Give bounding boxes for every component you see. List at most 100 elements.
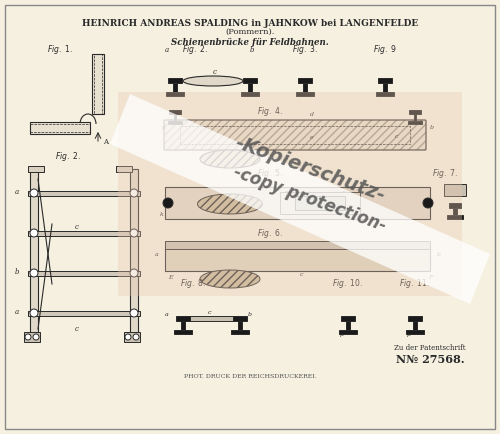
- Bar: [413, 322, 417, 330]
- Bar: [30, 169, 38, 334]
- Text: F: F: [428, 275, 432, 280]
- Circle shape: [423, 198, 433, 208]
- Bar: [408, 316, 422, 322]
- Text: N: N: [183, 330, 188, 335]
- Bar: [168, 121, 182, 124]
- Text: -Kopierschutz-: -Kopierschutz-: [232, 133, 388, 205]
- Text: c: c: [75, 223, 79, 231]
- Text: d: d: [310, 112, 314, 117]
- Text: b: b: [250, 46, 254, 54]
- Text: $\mathit{Fig.\ 4.}$: $\mathit{Fig.\ 4.}$: [257, 105, 283, 118]
- Text: p: p: [407, 332, 411, 337]
- Text: $\mathit{Fig.\ 1.}$: $\mathit{Fig.\ 1.}$: [47, 43, 73, 56]
- Bar: [174, 114, 176, 121]
- Bar: [383, 83, 387, 92]
- Circle shape: [30, 229, 38, 237]
- Text: Schienenbrücke für Feldbahnen.: Schienenbrücke für Feldbahnen.: [171, 38, 329, 47]
- Circle shape: [130, 189, 138, 197]
- Text: M: M: [240, 330, 246, 335]
- Circle shape: [125, 334, 131, 340]
- Text: $\mathit{Fig.\ 2.}$: $\mathit{Fig.\ 2.}$: [55, 150, 81, 163]
- Text: $\mathit{Fig.\ 7.}$: $\mathit{Fig.\ 7.}$: [432, 167, 458, 180]
- Text: $\mathit{Fig.\ 3.}$: $\mathit{Fig.\ 3.}$: [292, 43, 318, 56]
- Bar: [116, 166, 132, 172]
- Bar: [296, 92, 314, 96]
- Text: a: a: [15, 308, 19, 316]
- Text: $\mathit{Fig.\ 6.}$: $\mathit{Fig.\ 6.}$: [257, 227, 283, 240]
- Bar: [181, 322, 185, 330]
- Text: k: k: [160, 212, 164, 217]
- Bar: [448, 203, 462, 208]
- Text: a: a: [15, 188, 19, 196]
- Text: a: a: [165, 312, 169, 317]
- Text: b: b: [15, 268, 20, 276]
- Text: $\mathit{Fig.\ 10.}$: $\mathit{Fig.\ 10.}$: [332, 277, 364, 290]
- Text: p: p: [340, 332, 344, 337]
- Bar: [444, 184, 466, 196]
- Bar: [166, 92, 184, 96]
- Bar: [92, 54, 104, 114]
- Bar: [376, 92, 394, 96]
- Text: b: b: [437, 252, 441, 257]
- Bar: [170, 110, 180, 114]
- Text: b: b: [248, 312, 252, 317]
- Text: $\mathit{Fig.\ 8.}$: $\mathit{Fig.\ 8.}$: [180, 277, 206, 290]
- Bar: [130, 169, 138, 334]
- Text: c: c: [395, 134, 398, 139]
- Text: $\mathit{Fig.\ 2.}$: $\mathit{Fig.\ 2.}$: [182, 43, 208, 56]
- Circle shape: [25, 334, 31, 340]
- Circle shape: [30, 309, 38, 317]
- Text: a: a: [155, 252, 159, 257]
- Ellipse shape: [200, 270, 260, 288]
- Text: b: b: [430, 125, 434, 130]
- Bar: [346, 322, 350, 330]
- Text: c: c: [213, 68, 217, 76]
- Text: a: a: [162, 125, 166, 130]
- Circle shape: [30, 189, 38, 197]
- Text: $\mathit{Fig.\ 9}$: $\mathit{Fig.\ 9}$: [373, 43, 397, 56]
- Bar: [28, 166, 44, 172]
- Bar: [378, 78, 392, 83]
- Ellipse shape: [183, 76, 243, 86]
- Bar: [165, 187, 430, 219]
- Bar: [165, 246, 430, 271]
- Text: $\mathit{Fig.\ 5.}$: $\mathit{Fig.\ 5.}$: [257, 167, 283, 180]
- Bar: [248, 83, 252, 92]
- Circle shape: [130, 269, 138, 277]
- Text: c: c: [75, 325, 79, 333]
- Circle shape: [130, 309, 138, 317]
- Bar: [341, 316, 355, 322]
- Text: e: e: [310, 135, 314, 140]
- Bar: [406, 329, 424, 334]
- Text: Zu der Patentschrift: Zu der Patentschrift: [394, 344, 466, 352]
- Bar: [174, 329, 192, 334]
- Bar: [28, 231, 140, 236]
- Bar: [28, 311, 140, 316]
- Text: N№ 27568.: N№ 27568.: [396, 354, 464, 365]
- Bar: [447, 215, 463, 219]
- Bar: [303, 83, 307, 92]
- Text: a: a: [165, 46, 169, 54]
- Bar: [241, 92, 259, 96]
- Bar: [30, 122, 90, 134]
- Text: n: n: [342, 190, 346, 195]
- Bar: [28, 271, 140, 276]
- Bar: [231, 329, 249, 334]
- Bar: [165, 241, 430, 249]
- Ellipse shape: [200, 150, 260, 168]
- Bar: [176, 316, 190, 322]
- Bar: [168, 78, 182, 83]
- Bar: [414, 114, 416, 121]
- Text: $\mathit{Fig.\ 11.}$: $\mathit{Fig.\ 11.}$: [400, 277, 430, 290]
- Bar: [124, 332, 140, 342]
- Circle shape: [130, 229, 138, 237]
- Bar: [28, 191, 140, 196]
- Bar: [180, 126, 410, 144]
- Bar: [233, 316, 247, 322]
- Bar: [94, 54, 102, 114]
- Circle shape: [33, 334, 39, 340]
- Bar: [238, 322, 242, 330]
- Bar: [24, 332, 40, 342]
- FancyBboxPatch shape: [118, 92, 462, 296]
- Text: HEINRICH ANDREAS SPALDING in JAHNKOW bei LANGENFELDE: HEINRICH ANDREAS SPALDING in JAHNKOW bei…: [82, 19, 418, 28]
